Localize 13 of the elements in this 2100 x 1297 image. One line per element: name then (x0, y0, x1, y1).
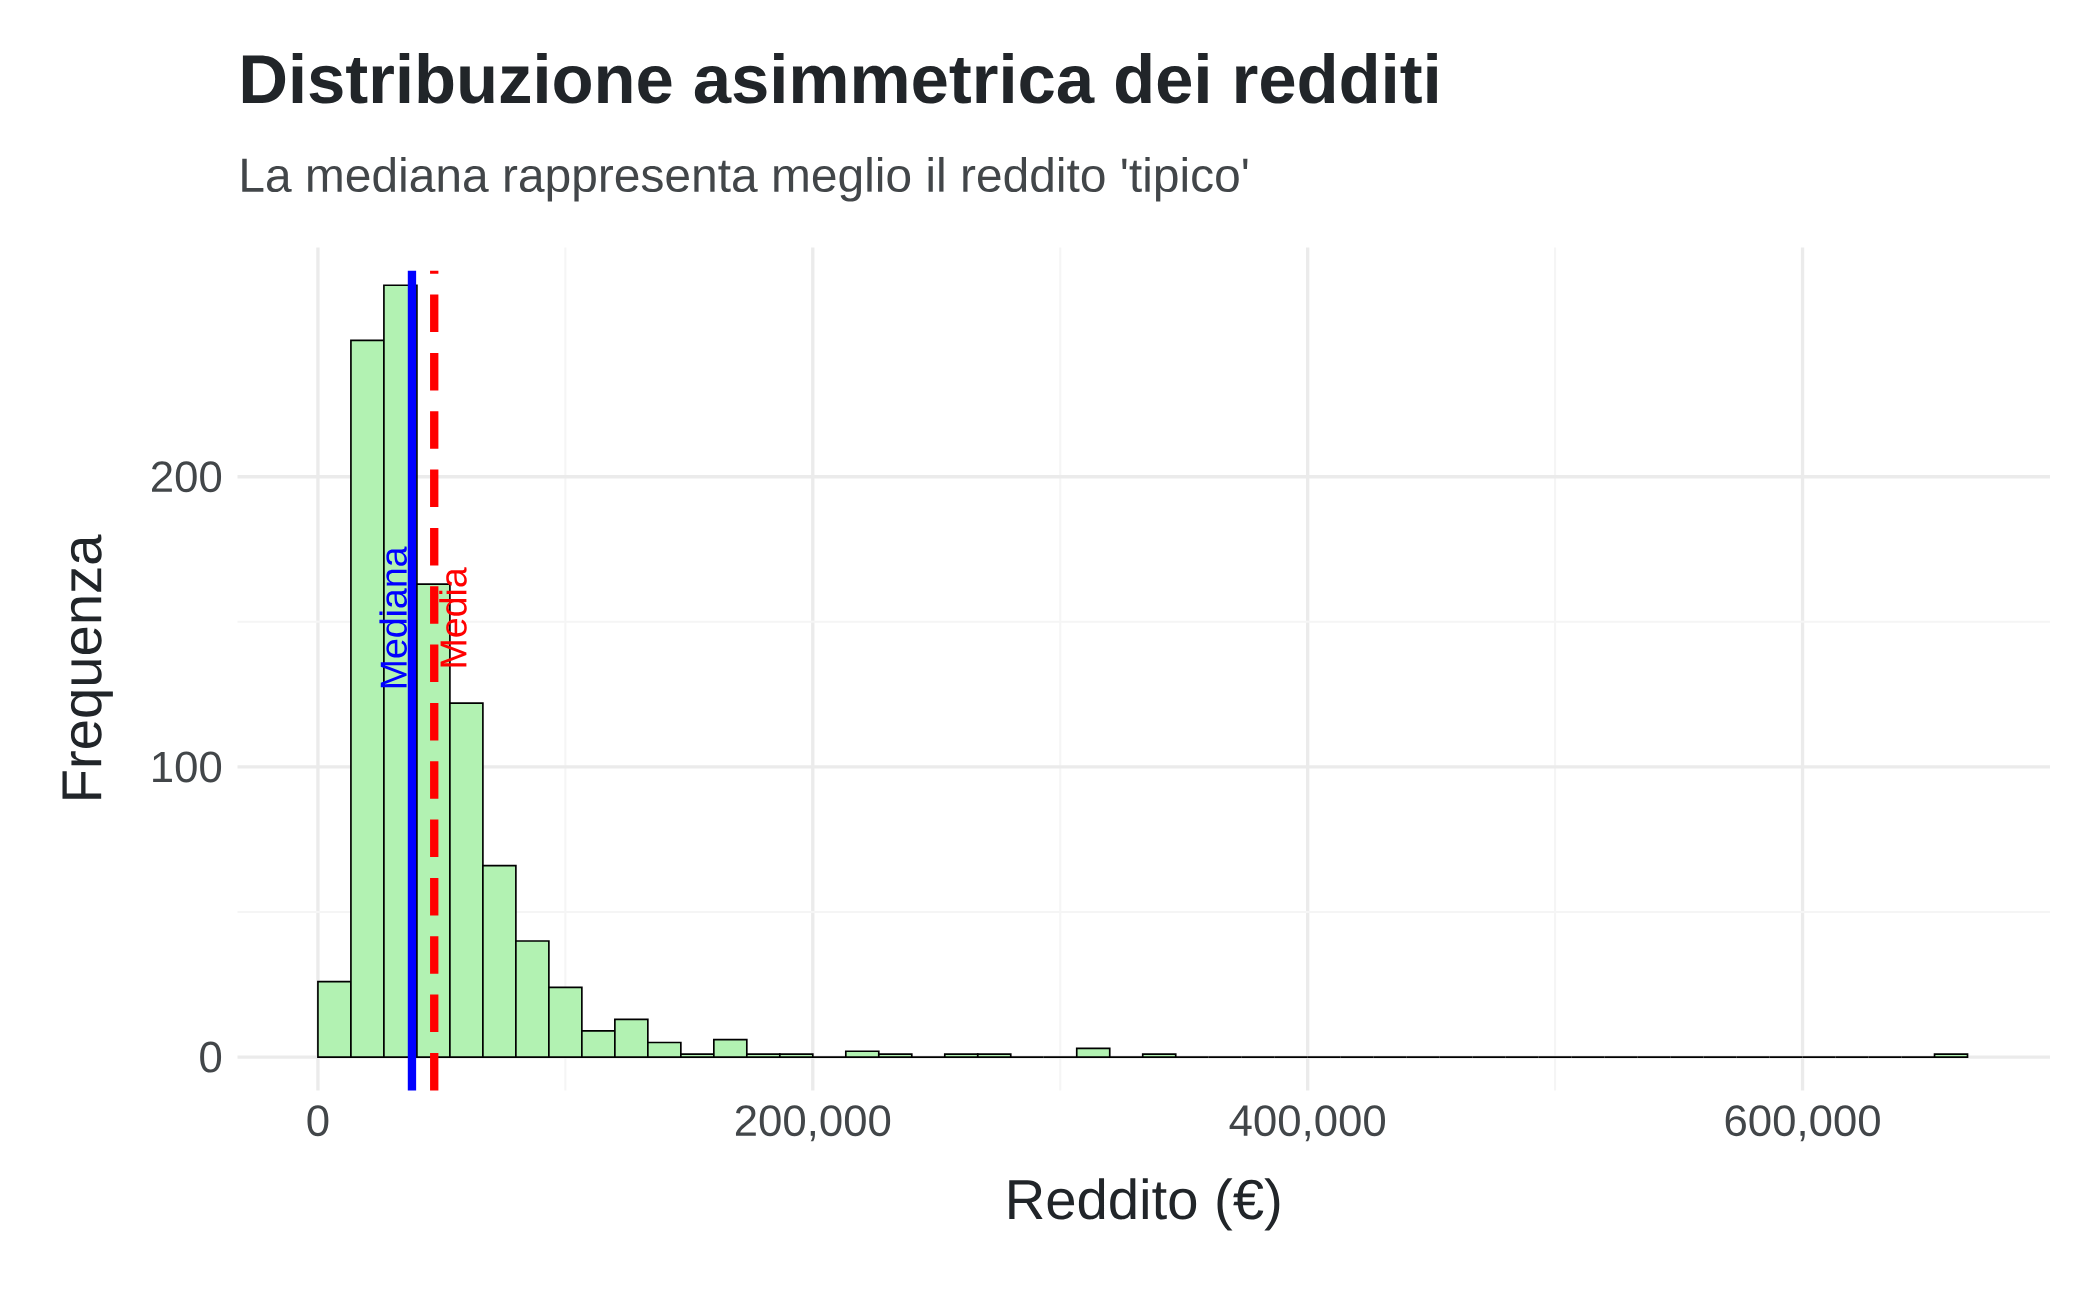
ref-line-label: Media (439, 567, 467, 667)
x-axis-title: Reddito (€) (1009, 1178, 1280, 1231)
x-tick-label: 0 (307, 1105, 329, 1137)
chart-title: Distribuzione asimmetrica dei redditi (242, 53, 1437, 104)
x-tick-label: 200,000 (735, 1105, 891, 1142)
y-axis-title: Frequenza (62, 534, 113, 799)
x-tick-label: 400,000 (1229, 1105, 1386, 1142)
chart-subtitle: La mediana rappresenta meglio il reddito 'tipico' (242, 156, 1248, 202)
y-tick-label: 200 (152, 461, 222, 493)
y-tick-label: 100 (153, 751, 222, 783)
ref-line-label: Mediana (379, 546, 407, 688)
y-tick-label: 0 (200, 1041, 222, 1073)
x-tick-label: 600,000 (1725, 1105, 1880, 1142)
